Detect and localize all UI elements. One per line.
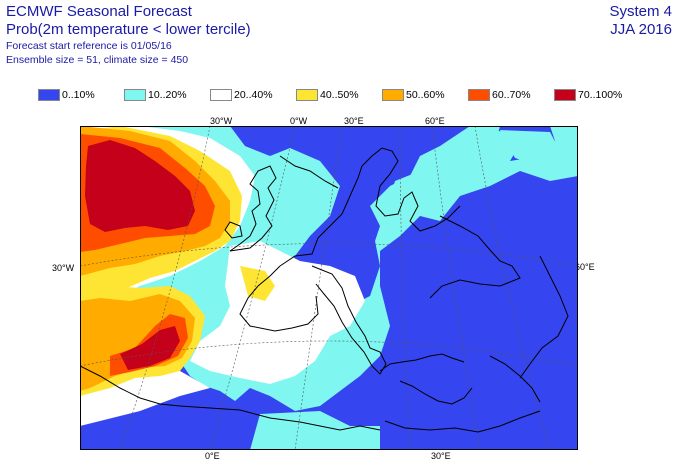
ensemble-size-text: Ensemble size = 51, climate size = 450	[6, 53, 189, 66]
legend-label: 20..40%	[234, 89, 273, 101]
legend-swatch	[38, 89, 60, 101]
system-info: System 4 JJA 2016	[609, 4, 672, 40]
forecast-map	[80, 126, 578, 450]
graticule-lines	[80, 126, 578, 450]
legend-swatch	[554, 89, 576, 101]
system-label: System 4	[609, 3, 672, 20]
legend-label: 50..60%	[406, 89, 445, 101]
legend-label: 60..70%	[492, 89, 531, 101]
prob-field-40-50	[240, 266, 275, 301]
prob-field-20-40	[190, 241, 365, 384]
legend-swatch	[124, 89, 146, 101]
legend-label: 10..20%	[148, 89, 187, 101]
season-label: JJA 2016	[610, 21, 672, 38]
legend-label: 40..50%	[320, 89, 359, 101]
map-subtitle: Prob(2m temperature < lower tercile)	[6, 21, 251, 38]
map-frame	[80, 126, 578, 450]
graticule-label-left: 30°W	[52, 263, 75, 273]
coastlines	[80, 147, 569, 433]
prob-field-10-20	[390, 171, 435, 211]
legend-swatch	[468, 89, 490, 101]
map-title: ECMWF Seasonal Forecast	[6, 3, 192, 20]
legend-label: 70..100%	[578, 89, 623, 101]
graticule-label-bottom: 0°E	[205, 451, 220, 461]
graticule-label-top: 30°E	[344, 116, 364, 126]
graticule-label-top: 30°W	[210, 116, 233, 126]
legend-swatch	[296, 89, 318, 101]
graticule-label-top: 0°W	[290, 116, 308, 126]
prob-field-70-100	[120, 326, 180, 370]
graticule-label-right: 60°E	[575, 262, 595, 272]
prob-field-70-100	[85, 140, 195, 232]
legend-swatch	[382, 89, 404, 101]
graticule-label-bottom: 30°E	[431, 451, 451, 461]
prob-field-10-20	[250, 411, 380, 450]
graticule-label-top: 60°E	[425, 116, 445, 126]
legend-swatch	[210, 89, 232, 101]
prob-field-10-20	[500, 130, 560, 166]
legend-label: 0..10%	[62, 89, 95, 101]
map-svg	[80, 126, 578, 450]
forecast-start-text: Forecast start reference is 01/05/16	[6, 40, 172, 52]
title-block: ECMWF Seasonal Forecast Prob(2m temperat…	[6, 4, 251, 68]
